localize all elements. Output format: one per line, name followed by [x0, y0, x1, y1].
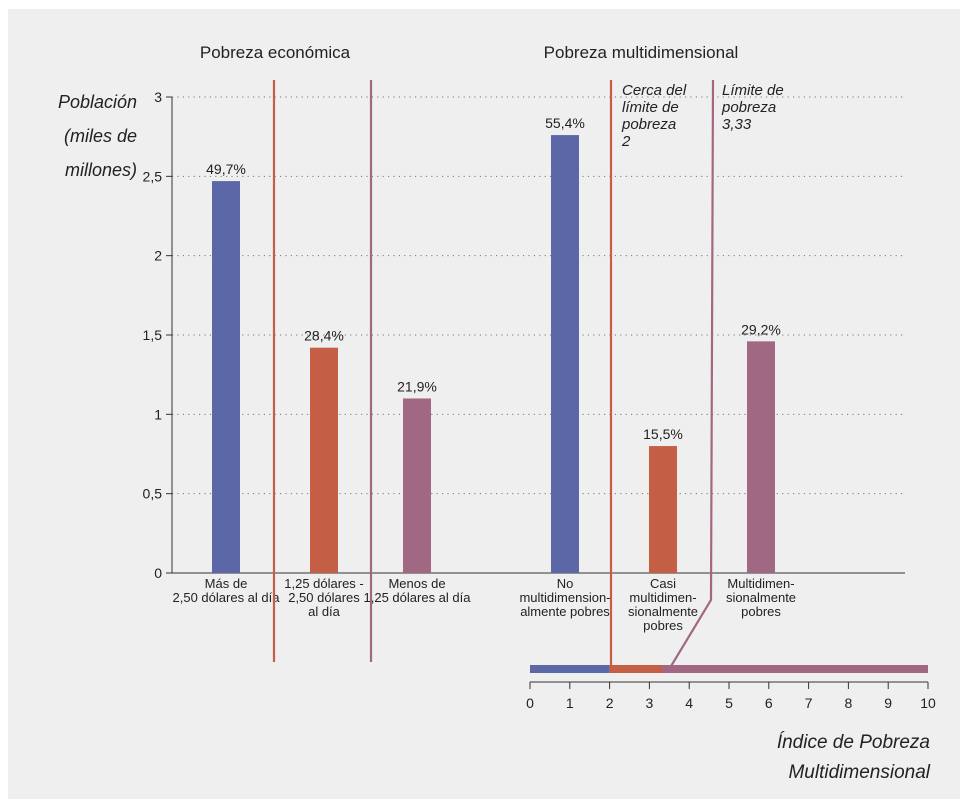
threshold-annotation: 3,33 [722, 116, 752, 133]
index-tick-label: 3 [646, 695, 654, 711]
index-tick-label: 4 [685, 695, 693, 711]
index-axis-label: Índice de Pobreza [777, 732, 930, 753]
bar-value-label: 55,4% [545, 115, 585, 131]
bar [310, 347, 338, 573]
category-label: pobres [741, 604, 781, 619]
index-tick-label: 8 [845, 695, 853, 711]
category-label: almente pobres [520, 604, 610, 619]
index-tick-label: 0 [526, 695, 534, 711]
y-tick-label: 3 [154, 89, 162, 105]
threshold-annotation: Cerca del [622, 82, 687, 99]
y-tick-label: 0,5 [143, 486, 163, 502]
category-label: al día [308, 604, 341, 619]
y-tick-label: 2 [154, 248, 162, 264]
bar-value-label: 29,2% [741, 321, 781, 337]
threshold-annotation: pobreza [721, 99, 776, 116]
category-label: sionalmente [726, 590, 796, 605]
y-tick-label: 1,5 [143, 327, 163, 343]
category-label: Menos de [388, 576, 445, 591]
bar-value-label: 49,7% [206, 161, 246, 177]
category-label: 1,25 dólares - [284, 576, 364, 591]
index-tick-label: 10 [920, 695, 936, 711]
index-tick-label: 1 [566, 695, 574, 711]
threshold-annotation: 2 [621, 133, 631, 150]
category-label: Multidimen- [727, 576, 794, 591]
bar-value-label: 15,5% [643, 426, 683, 442]
y-tick-label: 0 [154, 565, 162, 581]
group-title: Pobreza económica [200, 43, 351, 62]
bar [212, 181, 240, 574]
bar [403, 398, 431, 573]
category-label: Más de [205, 576, 248, 591]
threshold-line [668, 79, 715, 670]
threshold-annotation: pobreza [621, 116, 676, 133]
index-tick-label: 6 [765, 695, 773, 711]
y-axis-label: (miles de [64, 126, 137, 146]
index-tick-label: 2 [606, 695, 614, 711]
category-label: Casi [650, 576, 676, 591]
y-tick-label: 1 [154, 406, 162, 422]
category-label: 1,25 dólares al día [364, 590, 472, 605]
index-segment [662, 665, 928, 673]
index-tick-label: 5 [725, 695, 733, 711]
category-label: multidimen- [629, 590, 696, 605]
bar-value-label: 21,9% [397, 378, 437, 394]
bar [649, 446, 677, 573]
category-label: sionalmente [628, 604, 698, 619]
y-axis-label: millones) [65, 160, 137, 180]
group-title: Pobreza multidimensional [544, 43, 739, 62]
category-label: multidimension- [519, 590, 610, 605]
category-label: No [557, 576, 574, 591]
category-label: 2,50 dólares [288, 590, 360, 605]
y-tick-label: 2,5 [143, 168, 163, 184]
threshold-annotation: límite de [622, 99, 679, 116]
bar-value-label: 28,4% [304, 328, 344, 344]
index-tick-label: 7 [805, 695, 813, 711]
index-segment [609, 665, 663, 673]
category-label: 2,50 dólares al día [173, 590, 281, 605]
bar [551, 135, 579, 573]
index-tick-label: 9 [884, 695, 892, 711]
category-label: pobres [643, 618, 683, 633]
index-axis-label: Multidimensional [788, 762, 930, 783]
y-axis-label: Población [58, 92, 137, 112]
bar [747, 341, 775, 573]
index-segment [530, 665, 610, 673]
threshold-annotation: Límite de [722, 82, 784, 99]
